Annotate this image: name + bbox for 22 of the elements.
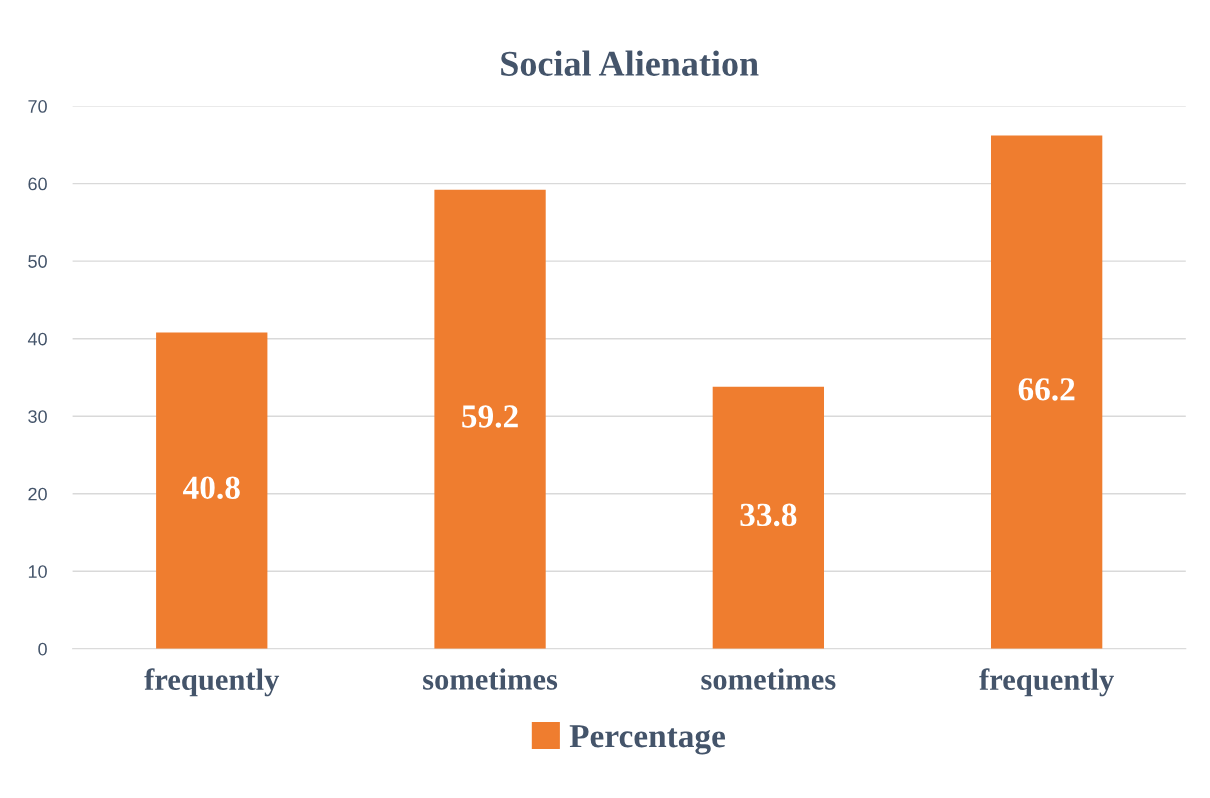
data-label: 66.2 xyxy=(1018,378,1075,401)
legend-label: Percentage xyxy=(569,725,726,755)
y-tick-label: 10 xyxy=(28,565,47,578)
bar xyxy=(434,189,546,649)
data-label: 40.8 xyxy=(183,476,240,500)
y-tick-label: 30 xyxy=(28,410,47,423)
y-tick-label: 0 xyxy=(38,642,47,656)
bar xyxy=(156,332,268,649)
data-label: 59.2 xyxy=(462,405,518,428)
bar xyxy=(712,386,825,649)
chart-title: Social Alienation xyxy=(501,50,759,76)
y-tick-label: 20 xyxy=(28,487,47,501)
x-tick-label: frequently xyxy=(144,668,280,697)
y-tick-label: 60 xyxy=(28,177,47,191)
x-tick-label: sometimes xyxy=(423,668,558,690)
data-label: 33.8 xyxy=(740,503,797,527)
y-tick-label: 50 xyxy=(28,255,47,268)
x-tick-label: frequently xyxy=(979,668,1114,697)
y-tick-label: 40 xyxy=(27,332,47,346)
y-tick-label: 70 xyxy=(28,100,47,113)
x-tick-label: sometimes xyxy=(701,668,836,690)
bar xyxy=(990,135,1103,649)
